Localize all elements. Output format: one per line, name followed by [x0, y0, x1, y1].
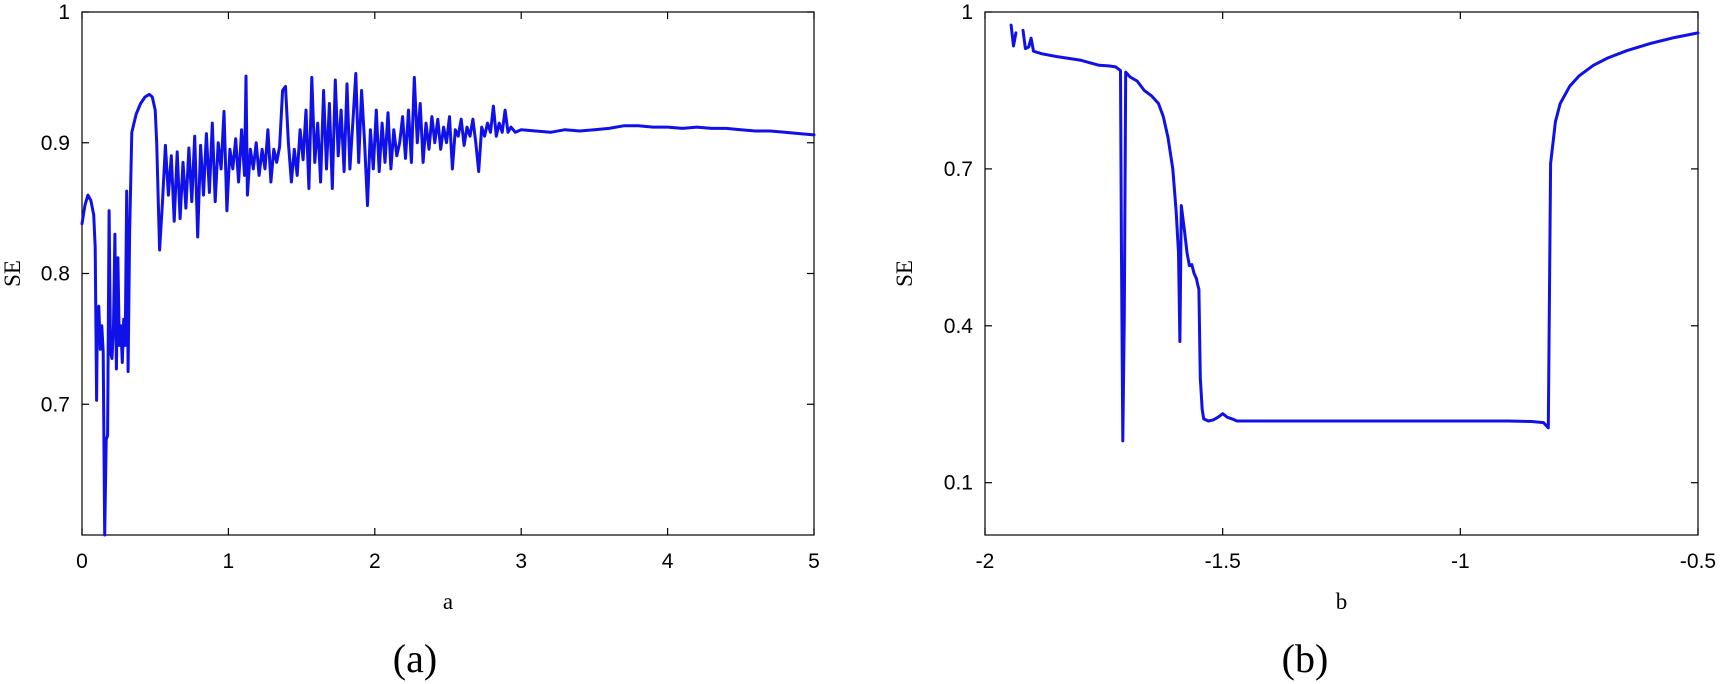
- y-tick-label: 0.8: [41, 263, 70, 286]
- chart-panel-b: -2 -1.5 -1 -0.5 0.1 0.4 0.7 1 b SE (b): [892, 1, 1716, 681]
- x-tick-label: -1: [1451, 550, 1470, 573]
- tick-marks: [81, 11, 815, 535]
- tick-labels: -2 -1.5 -1 -0.5 0.1 0.4 0.7 1: [944, 1, 1716, 573]
- panel-caption: (a): [393, 636, 437, 681]
- y-tick-label: 0.7: [41, 393, 70, 416]
- plot-frame: [81, 11, 815, 536]
- y-tick-label: 0.4: [944, 315, 974, 338]
- panel-caption: (b): [1282, 636, 1329, 681]
- x-axis-label: b: [1336, 589, 1348, 614]
- y-axis-label: SE: [0, 260, 25, 287]
- y-tick-label: 0.7: [944, 158, 973, 181]
- x-tick-label: 5: [808, 550, 820, 573]
- y-axis-label: SE: [892, 260, 917, 287]
- series-line: [80, 72, 816, 537]
- plot-frame: [984, 11, 1699, 536]
- x-tick-label: 3: [515, 550, 527, 573]
- x-tick-label: 4: [662, 550, 674, 573]
- tick-marks: [984, 11, 1699, 535]
- x-tick-label: 1: [223, 550, 235, 573]
- y-tick-label: 0.9: [41, 132, 70, 155]
- tick-labels: 0 1 2 3 4 5 0.7 0.8 0.9 1: [41, 1, 820, 573]
- x-tick-label: -1.5: [1205, 550, 1241, 573]
- x-axis-label: a: [443, 589, 453, 614]
- y-tick-label: 0.1: [944, 472, 973, 495]
- y-tick-label: 1: [961, 1, 973, 24]
- series-line: [1009, 23, 1700, 443]
- x-tick-label: 2: [369, 550, 381, 573]
- chart-panel-a: 0 1 2 3 4 5 0.7 0.8 0.9 1 a SE (a): [0, 1, 820, 681]
- y-tick-label: 1: [58, 1, 70, 24]
- x-tick-label: 0: [76, 550, 88, 573]
- x-tick-label: -0.5: [1680, 550, 1716, 573]
- x-tick-label: -2: [976, 550, 995, 573]
